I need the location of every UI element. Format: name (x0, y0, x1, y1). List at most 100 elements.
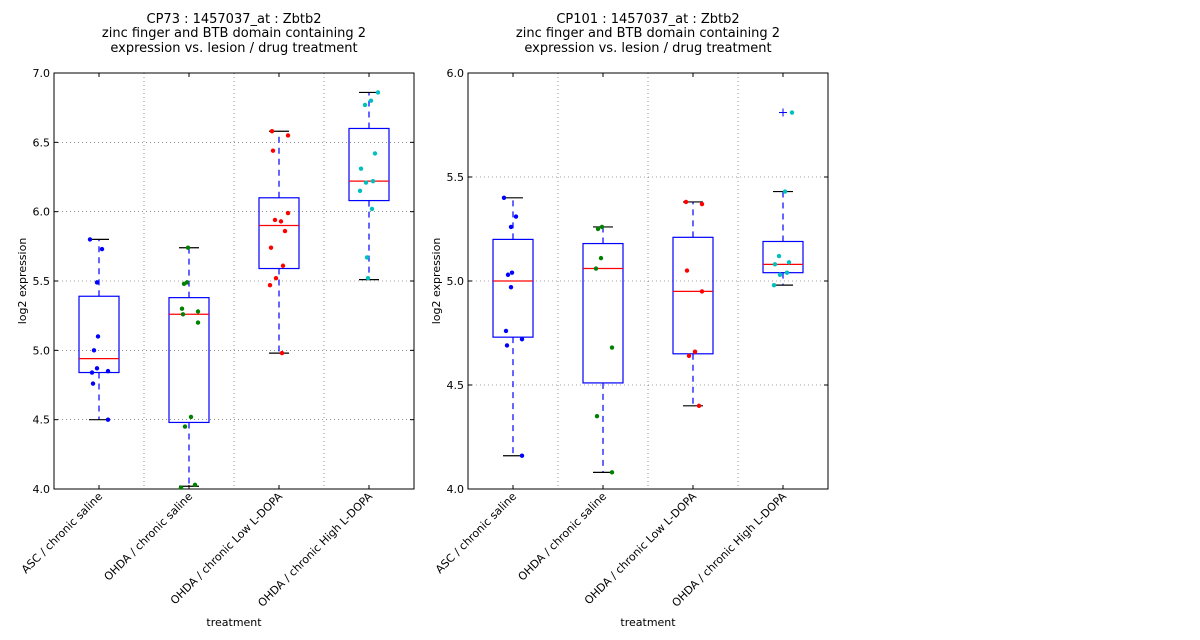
iqr-box (582, 242, 624, 384)
box-group (762, 108, 804, 288)
data-point (195, 320, 201, 325)
data-point (789, 110, 795, 115)
data-point (279, 350, 285, 356)
y-tick-label: 6.0 (447, 67, 465, 80)
y-tick-label: 7.0 (33, 67, 51, 80)
data-point (772, 262, 778, 267)
data-point (509, 270, 515, 275)
data-point (273, 276, 279, 281)
data-point (188, 414, 194, 420)
data-point (504, 343, 510, 348)
iqr-box (762, 240, 804, 274)
y-axis-label: log2 expression (16, 238, 29, 325)
data-point (285, 133, 291, 138)
x-tick-label: OHDA / chronic saline (102, 490, 196, 584)
x-tick-label: ASC / chronic saline (19, 490, 105, 576)
data-point (594, 414, 600, 419)
box-group (492, 195, 534, 458)
data-point (178, 485, 184, 490)
data-point (684, 268, 690, 273)
data-point (696, 403, 702, 408)
data-point (182, 424, 188, 429)
y-tick-label: 4.5 (33, 414, 51, 427)
data-point (179, 306, 185, 311)
y-tick-label: 6.0 (33, 206, 51, 219)
data-point (180, 312, 186, 317)
chart-title-line-1: CP73 : 1457037_at : Zbtb2 (147, 12, 322, 27)
data-point (372, 151, 378, 156)
data-point (776, 253, 782, 259)
chart-title-line-2: zinc finger and BTB domain containing 2 (516, 26, 780, 41)
data-point (91, 348, 97, 353)
iqr-box (672, 236, 714, 355)
data-point (94, 366, 100, 371)
data-point (369, 206, 375, 212)
data-point (362, 102, 368, 108)
data-point (99, 246, 105, 252)
data-point (282, 228, 288, 234)
y-tick-label: 4.0 (33, 483, 51, 496)
chart-title-line-3: expression vs. lesion / drug treatment (110, 41, 357, 56)
data-point (683, 199, 689, 205)
data-point (195, 309, 201, 314)
data-point (357, 188, 363, 194)
data-point (508, 224, 514, 230)
x-axis-label: treatment (620, 616, 676, 629)
chart-title-line-2: zinc finger and BTB domain containing 2 (102, 26, 366, 41)
data-point (771, 282, 777, 288)
data-point (89, 370, 95, 375)
iqr-box (348, 127, 390, 202)
y-tick-label: 4.0 (447, 483, 465, 496)
data-point (609, 470, 615, 475)
data-point (784, 270, 790, 275)
data-point (786, 260, 792, 265)
x-axis-label: treatment (206, 616, 262, 629)
data-point (513, 214, 519, 219)
data-point (686, 353, 692, 359)
chart-title-line-3: expression vs. lesion / drug treatment (524, 41, 771, 56)
data-point (94, 280, 100, 285)
iqr-box (492, 238, 534, 338)
y-axis-label: log2 expression (430, 238, 443, 325)
data-point (505, 272, 511, 277)
data-point (278, 219, 284, 224)
y-tick-label: 5.0 (33, 344, 51, 357)
data-point (365, 276, 371, 281)
data-point (519, 337, 525, 342)
data-point (285, 210, 291, 216)
data-point (692, 349, 698, 354)
data-point (358, 166, 364, 171)
data-point (598, 255, 604, 261)
data-point (777, 272, 783, 277)
box-group (168, 245, 210, 490)
box-group (582, 224, 624, 475)
y-tick-label: 6.5 (33, 136, 51, 149)
data-point (270, 148, 276, 153)
data-point (508, 285, 514, 290)
data-point (105, 417, 111, 422)
box-group (672, 199, 714, 408)
data-point (699, 289, 705, 294)
data-point (269, 129, 275, 134)
x-tick-label: ASC / chronic saline (433, 490, 519, 576)
data-point (184, 280, 190, 285)
data-point (267, 282, 273, 288)
data-point (192, 482, 198, 488)
y-tick-label: 5.5 (447, 171, 465, 184)
data-point (595, 226, 601, 232)
box-group (78, 237, 120, 422)
data-point (375, 90, 381, 95)
box-group (258, 129, 300, 356)
data-point (280, 263, 286, 268)
y-tick-label: 5.0 (447, 275, 465, 288)
data-point (364, 255, 370, 260)
data-point (185, 245, 191, 250)
data-point (782, 189, 788, 194)
chart-panel-cp101: CP101 : 1457037_at : Zbtb2 zinc finger a… (430, 12, 829, 629)
data-point (368, 98, 374, 103)
data-point (699, 201, 705, 207)
data-point (503, 328, 509, 334)
data-point (599, 224, 605, 230)
data-point (609, 345, 615, 350)
